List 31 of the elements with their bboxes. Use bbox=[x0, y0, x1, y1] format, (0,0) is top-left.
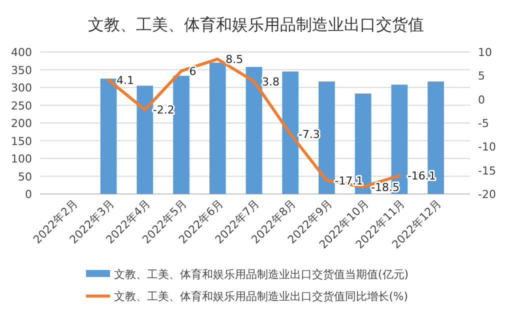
y2-tick-label: 10 bbox=[478, 46, 492, 59]
y-tick-label: 300 bbox=[11, 82, 32, 94]
bar bbox=[100, 78, 117, 194]
y2-tick-label: -15 bbox=[478, 164, 496, 178]
y-tick-label: 50 bbox=[18, 170, 32, 184]
y-tick-label: 100 bbox=[11, 152, 32, 166]
bar bbox=[136, 86, 154, 194]
y2-tick-label: 0 bbox=[478, 93, 485, 106]
data-label: 4.1 bbox=[116, 74, 134, 87]
y-tick-label: 0 bbox=[25, 188, 32, 201]
y2-tick-label: 5 bbox=[478, 70, 485, 83]
bar bbox=[246, 66, 262, 194]
y-tick-label: 250 bbox=[11, 99, 32, 112]
y-tick-label: 400 bbox=[11, 46, 32, 59]
y2-tick-label: -5 bbox=[478, 117, 489, 130]
bar bbox=[282, 72, 299, 194]
data-label: -17.1 bbox=[334, 174, 364, 188]
data-label: 6 bbox=[189, 64, 196, 78]
y-tick-label: 350 bbox=[11, 64, 32, 77]
y-tick-label: 200 bbox=[11, 117, 32, 130]
y2-tick-label: -20 bbox=[478, 188, 496, 201]
y-tick-label: 150 bbox=[11, 134, 32, 148]
data-label: 8.5 bbox=[226, 53, 244, 66]
legend-label: 文教、工美、体育和娱乐用品制造业出口交货值同比增长(%) bbox=[114, 290, 408, 303]
chart-title: 文教、工美、体育和娱乐用品制造业出口交货值 bbox=[88, 15, 424, 34]
bar bbox=[209, 62, 226, 194]
legend-label: 文教、工美、体育和娱乐用品制造业出口交货值当期值(亿元) bbox=[114, 268, 409, 281]
y2-tick-label: -10 bbox=[478, 140, 496, 154]
bar bbox=[173, 76, 190, 194]
bar bbox=[318, 81, 335, 194]
data-label: 3.8 bbox=[262, 75, 280, 88]
